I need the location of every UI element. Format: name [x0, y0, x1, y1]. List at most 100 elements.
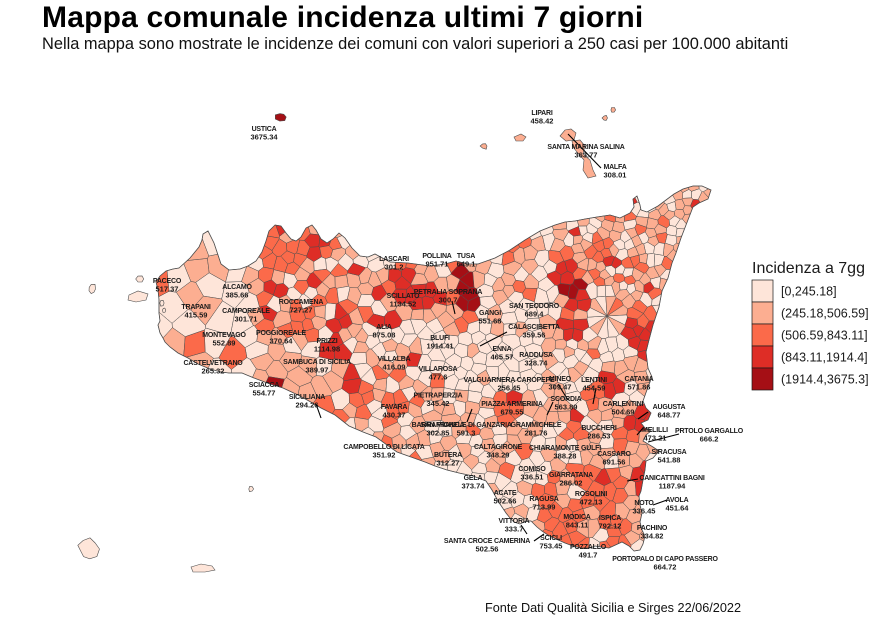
svg-text:473.21: 473.21	[644, 434, 667, 443]
svg-text:689.4: 689.4	[525, 310, 545, 319]
svg-text:TRAPANI: TRAPANI	[181, 304, 210, 311]
svg-text:VALGUARNERA CAROPEPE: VALGUARNERA CAROPEPE	[464, 377, 555, 384]
svg-text:563.89: 563.89	[555, 403, 578, 412]
svg-text:PACECO: PACECO	[153, 278, 182, 285]
svg-text:648.77: 648.77	[658, 411, 681, 420]
svg-text:SAN MICHELE DI GANZARIA: SAN MICHELE DI GANZARIA	[420, 422, 512, 429]
svg-text:345.42: 345.42	[427, 399, 450, 408]
svg-text:517.37: 517.37	[156, 285, 179, 294]
svg-text:333.7: 333.7	[505, 525, 524, 534]
svg-text:388.28: 388.28	[554, 452, 577, 461]
svg-text:286.02: 286.02	[560, 479, 583, 488]
svg-text:SAN TEODORO: SAN TEODORO	[509, 303, 560, 310]
svg-text:ENNA: ENNA	[492, 346, 511, 353]
svg-text:875.08: 875.08	[373, 331, 396, 340]
svg-text:PACHINO: PACHINO	[637, 525, 668, 532]
svg-text:PRIZZI: PRIZZI	[317, 338, 338, 345]
svg-text:351.92: 351.92	[373, 451, 396, 460]
svg-text:NOTO: NOTO	[634, 500, 654, 507]
svg-text:727.27: 727.27	[290, 306, 313, 315]
svg-text:MINEO: MINEO	[549, 376, 572, 383]
svg-text:CATANIA: CATANIA	[624, 376, 653, 383]
svg-text:POGGIOREALE: POGGIOREALE	[256, 330, 306, 337]
svg-text:359.56: 359.56	[523, 331, 546, 340]
svg-text:LENTINI: LENTINI	[581, 377, 607, 384]
svg-text:666.2: 666.2	[700, 435, 719, 444]
svg-text:MONTEVAGO: MONTEVAGO	[202, 332, 246, 339]
svg-text:SICULIANA: SICULIANA	[289, 394, 325, 401]
svg-text:679.55: 679.55	[501, 408, 524, 417]
svg-text:541.88: 541.88	[658, 456, 681, 465]
svg-text:713.99: 713.99	[533, 503, 556, 512]
svg-text:552.89: 552.89	[213, 339, 236, 348]
svg-text:FAVARA: FAVARA	[381, 404, 408, 411]
svg-text:SCIACCA: SCIACCA	[249, 382, 280, 389]
svg-text:792.12: 792.12	[599, 522, 622, 531]
svg-text:Incidenza a 7gg: Incidenza a 7gg	[752, 260, 865, 277]
svg-text:[0,245.18]: [0,245.18]	[781, 285, 837, 299]
svg-text:416.09: 416.09	[383, 363, 406, 372]
svg-text:502.56: 502.56	[476, 545, 499, 554]
svg-text:USTICA: USTICA	[252, 126, 277, 133]
svg-text:GIARRATANA: GIARRATANA	[549, 472, 593, 479]
svg-text:370.64: 370.64	[270, 337, 294, 346]
svg-text:VILLALBA: VILLALBA	[377, 356, 410, 363]
svg-text:BUCCHERI: BUCCHERI	[581, 425, 617, 432]
svg-text:GRAMMICHELE: GRAMMICHELE	[511, 422, 562, 429]
svg-text:AUGUSTA: AUGUSTA	[653, 404, 686, 411]
svg-text:308.01: 308.01	[604, 171, 627, 180]
svg-text:(245.18,506.59]: (245.18,506.59]	[781, 307, 869, 321]
svg-text:SCORDIA: SCORDIA	[551, 396, 582, 403]
svg-text:504.69: 504.69	[612, 408, 635, 417]
svg-text:334.82: 334.82	[641, 532, 664, 541]
svg-text:ROCCAMENA: ROCCAMENA	[279, 299, 324, 306]
svg-text:309.47: 309.47	[549, 383, 572, 392]
svg-text:328.74: 328.74	[525, 359, 549, 368]
svg-text:336.45: 336.45	[633, 507, 656, 516]
svg-text:GANGI: GANGI	[479, 310, 501, 317]
svg-text:RAGUSA: RAGUSA	[529, 496, 558, 503]
svg-text:472.13: 472.13	[580, 498, 603, 507]
svg-text:554.77: 554.77	[253, 389, 276, 398]
svg-text:SANTA CROCE CAMERINA: SANTA CROCE CAMERINA	[444, 538, 530, 545]
svg-text:LIPARI: LIPARI	[531, 110, 552, 117]
svg-text:CALASCIBETTA: CALASCIBETTA	[508, 324, 560, 331]
svg-text:(843.11,1914.4]: (843.11,1914.4]	[781, 351, 868, 365]
svg-text:301.2: 301.2	[385, 263, 404, 272]
svg-text:LASCARI: LASCARI	[379, 256, 409, 263]
svg-text:571.86: 571.86	[628, 383, 651, 392]
svg-text:VILLAROSA: VILLAROSA	[419, 366, 458, 373]
svg-text:SCICLI: SCICLI	[540, 535, 562, 542]
svg-text:CARLENTINI: CARLENTINI	[603, 401, 644, 408]
svg-text:SAMBUCA DI SICILIA: SAMBUCA DI SICILIA	[283, 359, 351, 366]
svg-text:415.59: 415.59	[185, 311, 208, 320]
svg-text:1914.41: 1914.41	[426, 342, 453, 351]
svg-text:CANICATTINI BAGNI: CANICATTINI BAGNI	[639, 475, 705, 482]
svg-text:SIRACUSA: SIRACUSA	[652, 449, 687, 456]
svg-text:753.45: 753.45	[540, 542, 563, 551]
svg-text:265.32: 265.32	[202, 367, 225, 376]
svg-text:430.37: 430.37	[383, 411, 406, 420]
svg-text:664.72: 664.72	[654, 563, 677, 572]
svg-text:373.74: 373.74	[462, 482, 486, 491]
svg-text:AVOLA: AVOLA	[666, 497, 689, 504]
svg-text:458.42: 458.42	[531, 117, 554, 126]
svg-text:1134.52: 1134.52	[390, 300, 417, 309]
svg-text:951.71: 951.71	[426, 260, 449, 269]
svg-text:MODICA: MODICA	[563, 514, 590, 521]
svg-text:294.26: 294.26	[296, 401, 319, 410]
svg-text:ACATE: ACATE	[494, 490, 517, 497]
svg-text:BUTERA: BUTERA	[434, 452, 462, 459]
svg-text:389.97: 389.97	[306, 366, 329, 375]
svg-text:1114.98: 1114.98	[314, 345, 340, 354]
svg-text:302.85: 302.85	[427, 429, 450, 438]
svg-text:PETRALIA SOPRANA: PETRALIA SOPRANA	[414, 289, 483, 296]
svg-text:256.45: 256.45	[498, 384, 521, 393]
svg-text:CAMPOREALE: CAMPOREALE	[222, 308, 270, 315]
svg-text:GELA: GELA	[464, 475, 483, 482]
svg-text:VITTORIA: VITTORIA	[499, 518, 530, 525]
svg-text:281.76: 281.76	[525, 429, 548, 438]
svg-text:PIAZZA ARMERINA: PIAZZA ARMERINA	[481, 401, 543, 408]
svg-text:(506.59,843.11]: (506.59,843.11]	[781, 329, 868, 343]
svg-text:551.68: 551.68	[479, 317, 502, 326]
